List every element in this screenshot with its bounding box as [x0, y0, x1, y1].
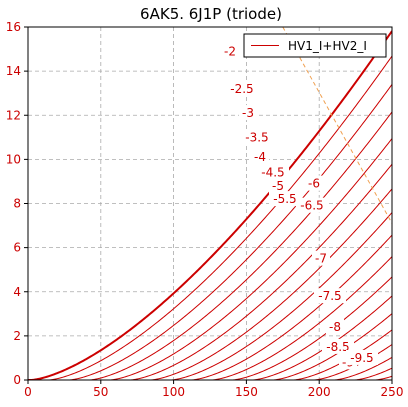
curve-label: -7 — [312, 250, 330, 266]
curve-label-text: -5 — [272, 179, 284, 193]
curve-label: -9.5 — [346, 349, 378, 365]
curve-label: -7.5 — [314, 288, 346, 304]
plate-curve — [28, 188, 392, 380]
y-tick-label: 6 — [13, 241, 21, 255]
curve-label-text: -5.5 — [273, 192, 296, 206]
curve-label-text: -3 — [242, 106, 254, 120]
curve-label: -6 — [305, 175, 323, 191]
curve-label-text: -9.5 — [350, 351, 373, 365]
plate-curve — [28, 111, 392, 380]
plate-curve — [28, 313, 392, 380]
plate-curve — [28, 84, 392, 380]
curve-label-bg — [312, 250, 330, 266]
curve-label-text: -8 — [329, 320, 341, 334]
curve-label: -5.5 — [269, 191, 301, 207]
curve-label-text: -3.5 — [245, 130, 268, 144]
curve-label-text: -6.5 — [300, 199, 323, 213]
x-tick-label: 50 — [93, 385, 108, 399]
load-line-layer — [282, 27, 392, 224]
y-tick-label: 16 — [6, 20, 21, 34]
curve-labels: -2 -2.5 -3 -3.5 -4 -4.5-5-5.5 -6 -6.5 -7 -7.5 -8 -8… — [221, 43, 378, 370]
y-tick-label: 4 — [13, 285, 21, 299]
curve-label-bg — [296, 197, 328, 213]
curve-label-bg — [226, 80, 258, 96]
curve-label-bg — [257, 164, 289, 180]
chart-title: 6AK5. 6J1P (triode) — [140, 5, 282, 23]
curve-label-text: -7.5 — [318, 289, 341, 303]
x-tick-label: 100 — [162, 385, 185, 399]
plate-curve — [28, 212, 392, 380]
curve-label-bg — [269, 191, 301, 207]
curve-label-bg — [251, 149, 269, 165]
x-tick-label: 150 — [235, 385, 258, 399]
legend-label: HV1_I+HV2_I — [288, 39, 367, 53]
curve-label-text: -6 — [308, 177, 320, 191]
y-tick-label: 8 — [13, 197, 21, 211]
curve-label-bg — [221, 43, 239, 59]
curve-label-text: -2.5 — [230, 82, 253, 96]
plate-curve — [28, 138, 392, 380]
curve-label: -4.5 — [257, 164, 289, 180]
curve-label-bg — [314, 288, 346, 304]
curve-label: -6.5 — [296, 197, 328, 213]
curve-label-text: -2 — [224, 44, 236, 58]
y-tick-label: 10 — [6, 152, 21, 166]
curve-label: -2 — [221, 43, 239, 59]
x-tick-label: 200 — [308, 385, 331, 399]
load-line — [282, 27, 392, 224]
plate-curve — [28, 329, 392, 380]
y-tick-label: 0 — [13, 373, 21, 387]
y-tick-label: 12 — [6, 108, 21, 122]
curve-label-bg — [326, 319, 344, 335]
curve-label: -3 — [239, 105, 257, 121]
curve-label-bg — [346, 349, 378, 365]
curve-label: -3.5 — [241, 129, 273, 145]
y-tick-label: 14 — [6, 64, 21, 78]
plate-curve — [28, 55, 392, 380]
curve-label-text: -8.5 — [326, 340, 349, 354]
curve-label-text: -4.5 — [261, 166, 284, 180]
plate-curve — [28, 256, 392, 380]
curve-label: -8 — [326, 319, 344, 335]
curve-label-bg — [305, 175, 323, 191]
axis-ticks: 0 50 100 150 200 250 0 2 4 6 8 10 12 14 16 — [6, 20, 404, 399]
legend-box — [243, 33, 387, 58]
curve-label-bg — [269, 177, 287, 193]
curve-label: -4 — [251, 149, 269, 165]
y-tick-label: 2 — [13, 329, 21, 343]
plate-curve — [28, 344, 392, 380]
plate-curve — [28, 163, 392, 380]
curve-label: -5 — [269, 177, 287, 193]
x-tick-label: 0 — [24, 385, 32, 399]
legend: HV1_I+HV2_I — [243, 33, 387, 58]
curve-label-text: -7 — [315, 252, 327, 266]
curve-label-text: -4 — [254, 150, 266, 164]
curve-label-bg — [241, 129, 273, 145]
x-tick-label: 250 — [381, 385, 404, 399]
curve-label: -2.5 — [226, 80, 258, 96]
curve-label-bg — [239, 105, 257, 121]
